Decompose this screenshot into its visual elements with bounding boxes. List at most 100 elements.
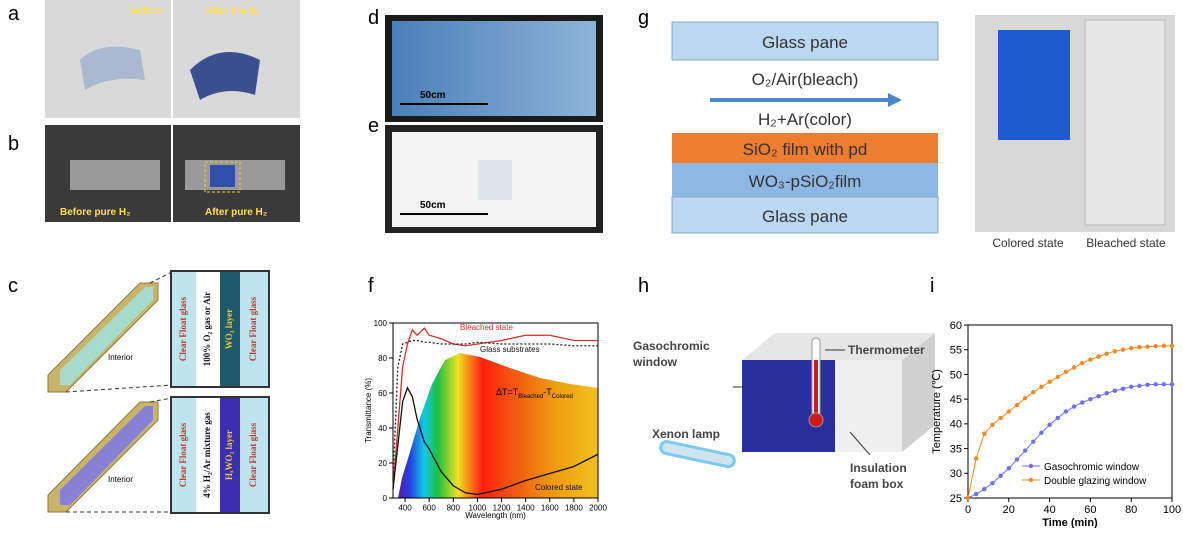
data-point: [1080, 400, 1084, 404]
y-tick-label: 0: [383, 494, 388, 503]
interior-label: Interior: [108, 353, 133, 362]
colored-sample: [998, 30, 1070, 140]
panel-label: a: [8, 3, 20, 25]
window-label: Gasochromic: [633, 339, 710, 353]
data-point: [1056, 375, 1060, 379]
data-point: [1096, 394, 1100, 398]
data-point: [982, 432, 986, 436]
layer-stack-bottom: Clear Float glass4% H₂/Ar mixture gasHₓW…: [170, 396, 270, 514]
x-tick-label: 600: [422, 503, 436, 512]
data-point: [1145, 345, 1149, 349]
fitting: [70, 160, 160, 190]
data-point: [1015, 457, 1019, 461]
legend-marker: [1029, 478, 1033, 482]
data-point: [1113, 389, 1117, 393]
data-point: [1145, 383, 1149, 387]
panel-label: f: [368, 275, 374, 297]
layer-label: Clear Float glass: [178, 296, 188, 361]
layer-label: 100% O₂ gas or Air: [202, 292, 212, 367]
data-point: [1129, 346, 1133, 350]
thermometer-label: Thermometer: [848, 343, 925, 357]
layer-stack-top: Clear Float glass 100% O₂ gas or Air WO₃ l…: [170, 270, 270, 388]
y-tick-label: 45: [950, 394, 962, 406]
data-point: [1015, 403, 1019, 407]
data-point: [1023, 448, 1027, 452]
data-point: [1056, 416, 1060, 420]
x-tick-label: 40: [1043, 504, 1055, 516]
callout: [66, 385, 172, 392]
data-point: [1023, 396, 1027, 400]
scale-label: 50cm: [420, 90, 446, 101]
data-point: [974, 456, 978, 460]
delta-part: ΔT=T: [496, 387, 519, 397]
data-point: [1137, 384, 1141, 388]
delta-part: Bleached: [518, 394, 543, 400]
data-point: [990, 481, 994, 485]
callout: [150, 398, 172, 402]
layer-label: Glass pane: [762, 33, 848, 52]
legend-label: Double glazing window: [1044, 476, 1147, 487]
y-tick-label: 30: [950, 468, 962, 480]
layer-label: WO₃-pSiO₂film: [749, 172, 862, 191]
data-point: [1031, 439, 1035, 443]
photo-caption: After pure H₂: [205, 207, 267, 218]
window-label: window: [632, 355, 678, 369]
thermometer-fluid: [814, 360, 818, 416]
x-tick-label: 100: [1163, 504, 1181, 516]
panel-label: g: [638, 7, 649, 29]
layer-label: Clear Float glass: [248, 422, 258, 487]
photo-caption: Colored state: [992, 236, 1064, 250]
data-point: [1113, 349, 1117, 353]
x-tick-label: 800: [447, 503, 461, 512]
layer-label: SiO₂ film with pd: [743, 140, 868, 159]
film: [210, 165, 235, 187]
x-tick-label: 20: [1003, 504, 1015, 516]
panel-label: i: [930, 275, 934, 297]
layer-label: Glass pane: [762, 207, 848, 226]
xenon-lamp: [660, 440, 736, 467]
y-tick-label: 50: [950, 369, 962, 381]
y-tick-label: 25: [950, 493, 962, 505]
y-axis-label: Transmittance (%): [364, 378, 373, 443]
panel-label: h: [638, 275, 649, 297]
box-label: foam box: [850, 477, 904, 491]
x-tick-label: 60: [1084, 504, 1096, 516]
data-point: [1047, 380, 1051, 384]
y-tick-label: 100: [374, 319, 388, 328]
data-point: [982, 487, 986, 491]
x-tick-label: 80: [1125, 504, 1137, 516]
interior-label: Interior: [108, 475, 133, 484]
glass: [60, 287, 153, 385]
layer-label: Clear Float glass: [248, 296, 258, 361]
box-label: Insulation: [850, 461, 907, 475]
data-point: [990, 423, 994, 427]
page: Before After 4% H₂ Before pure H₂ After …: [0, 0, 1183, 533]
sample-grid: [478, 160, 512, 200]
layer-label: HₓWO₃ layer: [224, 430, 234, 480]
data-point: [1121, 348, 1125, 352]
data-point: [1064, 409, 1068, 413]
solar-spectrum: [398, 353, 598, 498]
data-point: [1072, 404, 1076, 408]
y-tick-label: 55: [950, 345, 962, 357]
y-tick-label: 80: [378, 354, 387, 363]
x-tick-label: 2000: [589, 503, 607, 512]
gas-label: O₂/Air(bleach): [752, 70, 859, 89]
data-point: [1129, 385, 1133, 389]
y-tick-label: 40: [378, 424, 387, 433]
y-tick-label: 20: [378, 459, 387, 468]
data-point: [1088, 397, 1092, 401]
y-tick-label: 60: [950, 320, 962, 332]
panel-label: e: [368, 115, 379, 137]
bleached-sample: [1085, 20, 1165, 225]
panel-label: d: [368, 7, 379, 29]
data-point: [1047, 423, 1051, 427]
data-point: [1088, 357, 1092, 361]
data-point: [1031, 390, 1035, 394]
data-point: [998, 416, 1002, 420]
data-point: [1072, 365, 1076, 369]
callout: [150, 272, 172, 283]
layer-label: WO₃ layer: [224, 309, 234, 349]
data-point: [1153, 344, 1157, 348]
x-tick-label: 1600: [541, 503, 559, 512]
